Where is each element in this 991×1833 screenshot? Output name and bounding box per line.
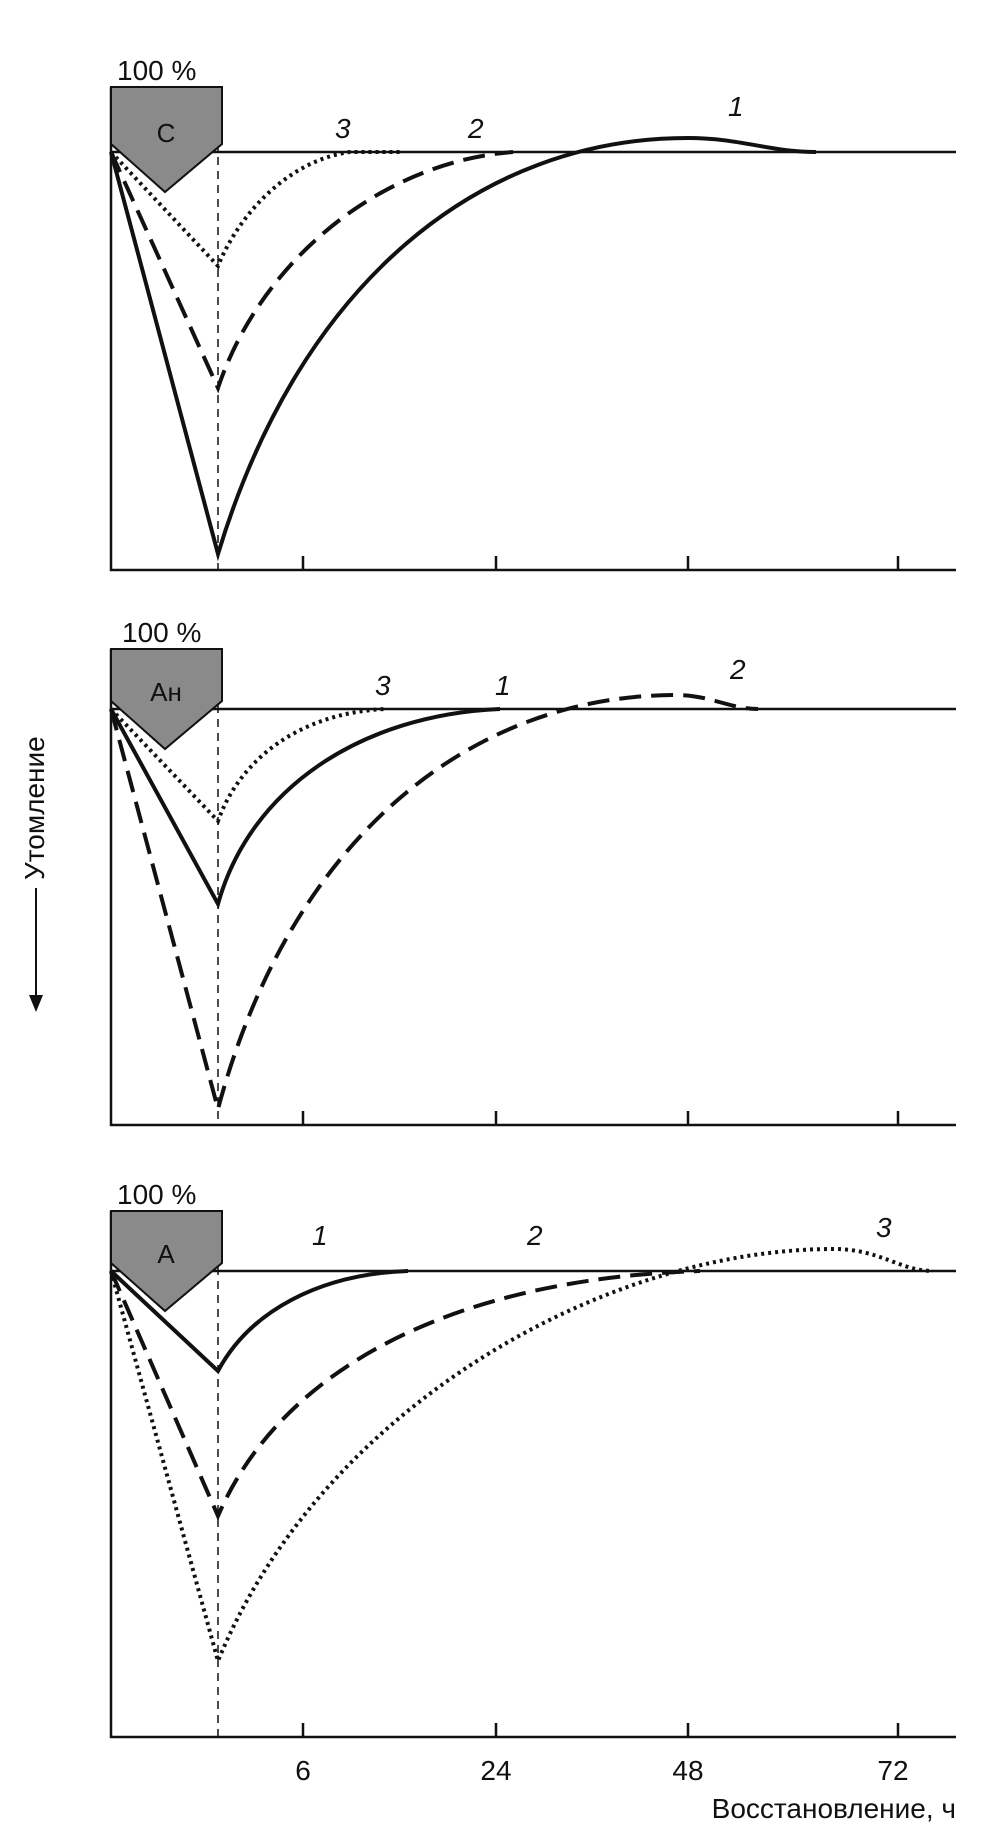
curve-label: 1 <box>495 670 511 701</box>
curve-label: 2 <box>526 1220 543 1251</box>
curve-label: 3 <box>375 670 391 701</box>
x-tick-label: 24 <box>480 1755 511 1786</box>
zone-label: А <box>157 1239 175 1269</box>
y-arrow-head <box>29 995 43 1012</box>
axes <box>109 649 956 1127</box>
zone-box <box>110 1210 223 1313</box>
level-label: 100 % <box>122 617 201 648</box>
x-tick-label: 6 <box>295 1755 311 1786</box>
curve <box>109 135 817 562</box>
x-tick-label: 72 <box>877 1755 908 1786</box>
zone-box <box>110 648 223 751</box>
curve-label: 1 <box>728 91 744 122</box>
zone-label: С <box>157 118 176 148</box>
panel: 100 % С 3 2 1 <box>109 55 956 572</box>
panel: 100 % А 1 2 3 <box>109 1179 956 1739</box>
curve-label: 2 <box>729 654 746 685</box>
curve-label: 3 <box>876 1212 892 1243</box>
curve <box>109 707 501 910</box>
curve <box>109 1246 934 1668</box>
curve <box>109 1269 409 1375</box>
level-label: 100 % <box>117 55 196 86</box>
curve-label: 1 <box>312 1220 328 1251</box>
axes <box>109 87 956 572</box>
curve <box>109 150 402 270</box>
zone-box <box>110 86 223 194</box>
curve <box>109 1269 701 1522</box>
level-label: 100 % <box>117 1179 196 1210</box>
curve-label: 3 <box>335 113 351 144</box>
axes <box>109 1211 956 1739</box>
y-axis-label: Утомление <box>19 736 50 880</box>
curve-label: 2 <box>467 113 484 144</box>
x-tick-label: 48 <box>672 1755 703 1786</box>
zone-label: Ан <box>150 677 182 707</box>
curve <box>109 150 514 394</box>
x-axis-label: Восстановление, ч <box>712 1793 956 1824</box>
curve <box>109 692 759 1117</box>
curve <box>109 707 386 825</box>
panel: 100 % Ан 3 1 2 <box>109 617 956 1127</box>
